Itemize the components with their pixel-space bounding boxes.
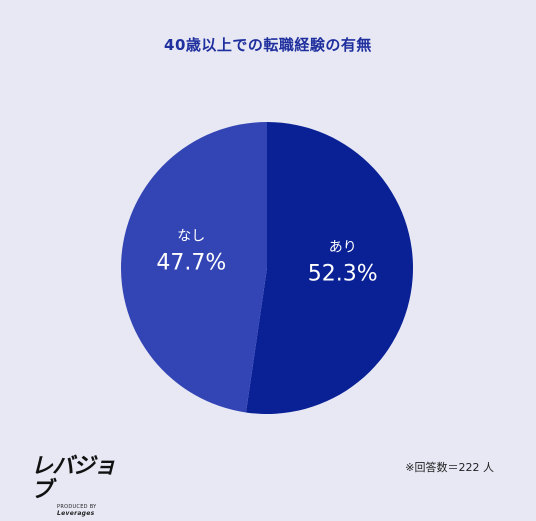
levajob-logo: レバジョブ PRODUCED BY Leverages [31, 455, 131, 518]
logo-tagline: PRODUCED BY Leverages [57, 504, 131, 517]
chart-title: 40歳以上での転職経験の有無 [164, 36, 372, 54]
response-count-note: ※回答数＝222 人 [405, 461, 494, 474]
slice-percent-label: 47.7% [156, 251, 226, 276]
slice-percent-label: 52.3% [308, 261, 378, 286]
slice-label: なし [177, 229, 205, 245]
pie-slice-no [120, 122, 267, 413]
logo-wordmark: レバジョブ [31, 454, 116, 503]
slice-label: あり [329, 239, 357, 255]
pie-slice-yes [245, 122, 413, 414]
logo-brand: Leverages [57, 510, 95, 517]
logo-produced-by: PRODUCED BY [57, 504, 97, 510]
